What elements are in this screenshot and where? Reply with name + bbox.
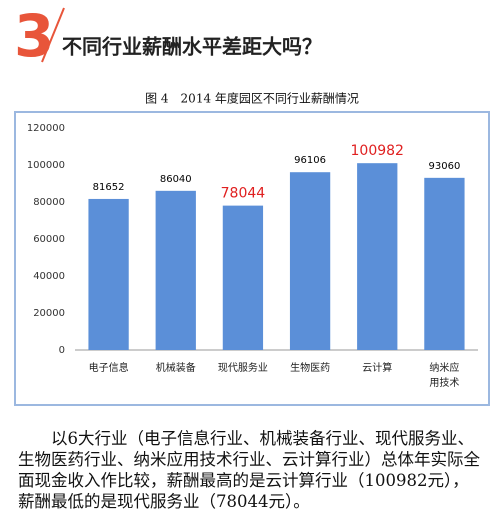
data-label: 81652 xyxy=(93,182,125,193)
y-tick-label: 60000 xyxy=(33,234,65,245)
section-number: 3 xyxy=(14,2,54,70)
x-tick-label: 云计算 xyxy=(362,361,392,374)
bar xyxy=(357,163,398,350)
x-tick-label: 现代服务业 xyxy=(218,361,268,374)
bar xyxy=(222,205,264,350)
x-tick-label: 电子信息 xyxy=(89,361,129,374)
slash xyxy=(41,7,65,63)
bar xyxy=(88,198,129,350)
chart-title: 图 4 2014 年度园区不同行业薪酬情况 xyxy=(145,91,359,106)
bar xyxy=(424,177,465,350)
y-tick-label: 80000 xyxy=(33,197,65,208)
chart: 3 不同行业薪酬水平差距大吗？ 图 4 2014 年度园区不同行业薪酬情况 0 2… xyxy=(14,2,490,406)
x-tick-label: 纳米应用技术 xyxy=(429,361,459,389)
data-label: 93060 xyxy=(429,161,461,172)
paragraph: 以6大行业（电子信息行业、机械装备行业、现代服务业、生物医药行业、纳米应用技术行… xyxy=(18,429,480,511)
data-label: 100982 xyxy=(351,143,404,159)
y-tick-label: 100000 xyxy=(27,160,65,171)
data-label: 86040 xyxy=(160,174,192,185)
x-tick-label: 生物医药 xyxy=(290,361,330,374)
section-title: 不同行业薪酬水平差距大吗？ xyxy=(62,35,322,59)
bar xyxy=(289,172,331,350)
x-tick-label: 机械装备 xyxy=(156,361,196,374)
y-tick-label: 20000 xyxy=(33,308,65,319)
data-label: 96106 xyxy=(294,155,326,166)
data-label: 78044 xyxy=(221,186,266,202)
y-tick-label: 0 xyxy=(59,345,65,356)
bar xyxy=(155,190,196,350)
y-tick-label: 120000 xyxy=(27,123,65,134)
y-tick-label: 40000 xyxy=(33,271,65,282)
